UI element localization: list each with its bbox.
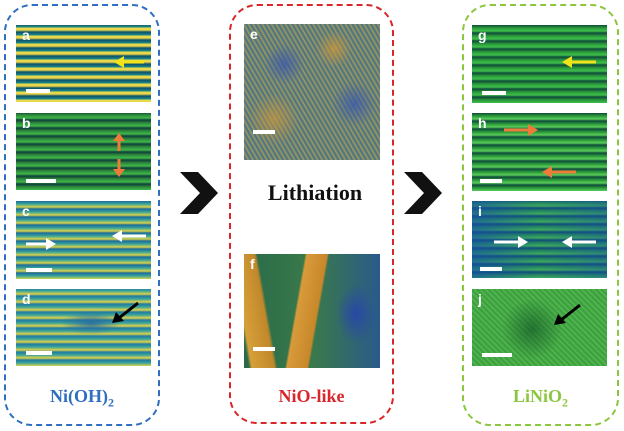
arrow-icon [562, 236, 596, 248]
panel-j: j [472, 289, 607, 366]
panel-label-d: d [22, 291, 31, 307]
panel-label-g: g [478, 27, 487, 43]
arrow-icon [504, 124, 538, 136]
panel-label-a: a [22, 27, 30, 43]
panel-label-h: h [478, 115, 487, 131]
panel-label-c: c [22, 203, 30, 219]
panel-a: a [16, 25, 151, 102]
niolike-label: NiO-like [278, 386, 345, 406]
arrow-icon [113, 133, 125, 177]
arrow-icon [562, 56, 596, 68]
panel-label-j: j [478, 291, 482, 307]
arrow-icon [112, 230, 146, 242]
nioh2-group-border [4, 4, 160, 426]
panel-i: i [472, 201, 607, 278]
arrow-icon [542, 166, 576, 178]
chevron-right-icon [404, 172, 442, 214]
scale-bar [26, 179, 56, 183]
linio2-label: LiNiO2 [512, 386, 568, 410]
nioh2-label: Ni(OH)2 [50, 386, 114, 410]
panel-b: b [16, 113, 151, 190]
scale-bar [26, 268, 52, 272]
arrow-icon [554, 303, 581, 325]
scale-bar [253, 347, 275, 351]
panel-label-i: i [478, 203, 482, 219]
panel-h: h [472, 113, 607, 191]
panel-f: f [244, 254, 380, 368]
scale-bar [253, 130, 275, 134]
linio2-group-border [462, 4, 619, 426]
panel-d: d [16, 289, 151, 366]
panel-label-b: b [22, 115, 31, 131]
panel-label-e: e [250, 26, 258, 42]
scale-bar [482, 91, 506, 95]
panel-c: c [16, 201, 151, 279]
arrow-icon [112, 301, 139, 323]
scale-bar [482, 353, 512, 357]
chevron-right-icon [180, 172, 218, 214]
panel-e: e [244, 24, 380, 160]
arrow-icon [494, 236, 528, 248]
process-label: Lithiation [267, 180, 363, 205]
arrow-icon [114, 56, 144, 68]
panel-g: g [472, 25, 607, 103]
scale-bar [480, 267, 502, 271]
panel-label-f: f [250, 256, 255, 272]
arrow-icon [26, 238, 56, 250]
scale-bar [26, 89, 50, 93]
niolike-group-border [229, 4, 394, 424]
scale-bar [480, 179, 502, 183]
scale-bar [26, 351, 52, 355]
